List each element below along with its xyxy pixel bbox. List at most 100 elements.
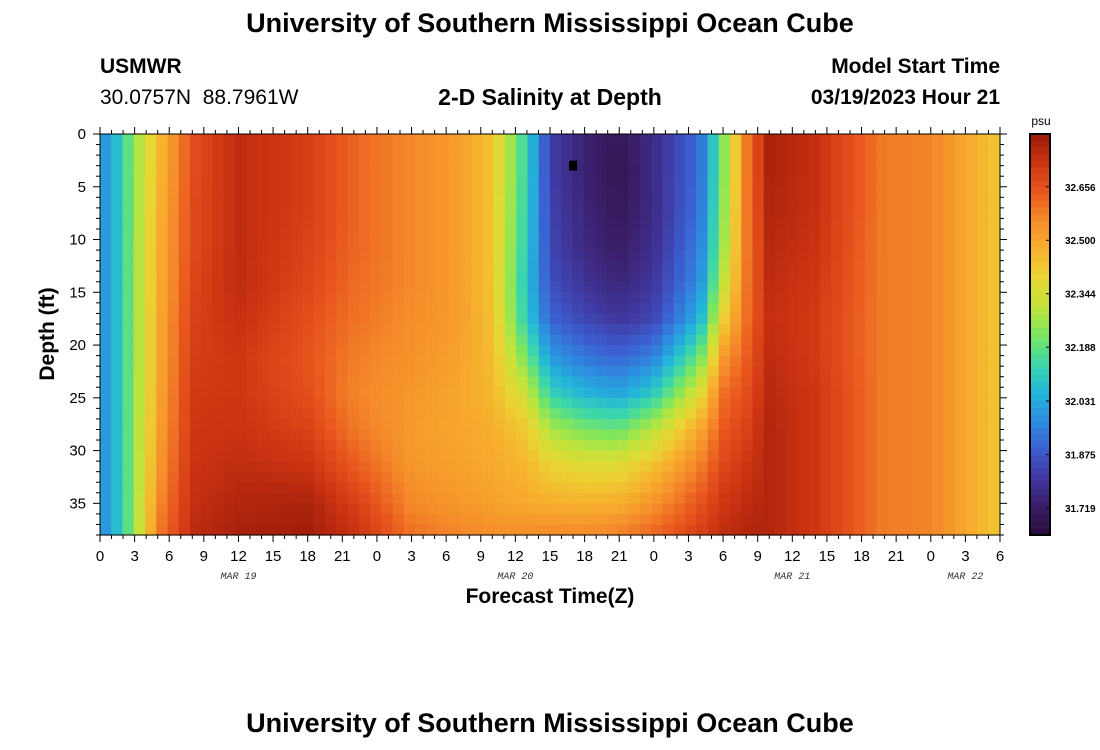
heatmap-cell [392, 186, 405, 198]
heatmap-cell [156, 355, 169, 367]
heatmap-cell [100, 482, 112, 494]
heatmap-cell [493, 482, 506, 494]
heatmap-cell [910, 281, 922, 293]
heatmap-cell [606, 292, 619, 304]
heatmap-cell [853, 471, 866, 483]
heatmap-cell [133, 155, 146, 167]
heatmap-cell [775, 450, 787, 462]
heatmap-cell [302, 429, 315, 441]
heatmap-cell [257, 334, 270, 346]
heatmap-cell [223, 397, 236, 409]
heatmap-cell [302, 345, 315, 357]
heatmap-cell [696, 482, 709, 494]
heatmap-cell [156, 144, 169, 156]
heatmap-cell [471, 334, 484, 346]
heatmap-cell [426, 281, 439, 293]
heatmap-cell [268, 345, 281, 357]
heatmap-cell [471, 513, 484, 526]
heatmap-cell [853, 250, 866, 262]
heatmap-cell [662, 429, 675, 441]
heatmap-cell [921, 197, 934, 209]
heatmap-cell [392, 281, 405, 293]
heatmap-cell [640, 513, 652, 526]
heatmap-cell [268, 334, 281, 346]
heatmap-cell [235, 281, 247, 293]
x-tick-label: 0 [96, 548, 104, 565]
heatmap-cell [100, 450, 112, 462]
heatmap-cell [718, 207, 731, 220]
heatmap-cell [257, 376, 270, 388]
heatmap-cell [302, 397, 315, 409]
heatmap-cell [336, 165, 349, 177]
heatmap-cell [392, 239, 405, 251]
heatmap-cell [212, 271, 225, 283]
heatmap-cell [437, 440, 450, 452]
heatmap-cell [808, 429, 821, 441]
heatmap-cell [988, 429, 1001, 441]
heatmap-cell [752, 345, 765, 357]
heatmap-cell [988, 408, 1001, 420]
heatmap-cell [673, 323, 686, 336]
heatmap-cell [257, 155, 270, 167]
heatmap-cell [662, 450, 675, 462]
heatmap-cell [887, 271, 900, 283]
heatmap-cell [426, 397, 439, 409]
heatmap-cell [662, 387, 675, 399]
heatmap-cell [178, 461, 191, 473]
heatmap-cell [865, 165, 877, 177]
heatmap-cell [617, 176, 630, 188]
heatmap-cell [381, 186, 394, 198]
heatmap-cell [797, 461, 810, 473]
colorbar-segment [1030, 307, 1050, 316]
heatmap-cell [235, 503, 247, 515]
heatmap-cell [550, 176, 562, 188]
heatmap-cell [808, 228, 821, 241]
heatmap-cell [921, 366, 934, 378]
heatmap-cell [325, 366, 337, 378]
heatmap-cell [741, 144, 754, 156]
heatmap-cell [820, 482, 832, 494]
heatmap-cell [235, 197, 247, 209]
heatmap-cell [550, 239, 562, 251]
heatmap-cell [617, 387, 630, 399]
heatmap-cell [752, 250, 765, 262]
heatmap-cell [178, 186, 191, 198]
heatmap-cell [640, 271, 652, 283]
heatmap-cell [156, 440, 169, 452]
heatmap-cell [133, 471, 146, 483]
heatmap-cell [583, 355, 596, 367]
heatmap-cell [595, 450, 607, 462]
heatmap-cell [786, 134, 799, 146]
heatmap-cell [730, 482, 742, 494]
heatmap-cell [403, 429, 416, 441]
heatmap-cell [246, 461, 259, 473]
heatmap-cell [516, 334, 529, 346]
heatmap-cell [448, 197, 461, 209]
heatmap-cell [988, 492, 1001, 504]
heatmap-cell [651, 313, 664, 325]
heatmap-cell [527, 450, 540, 462]
heatmap-cell [111, 461, 124, 473]
heatmap-cell [943, 186, 956, 198]
heatmap-cell [381, 271, 394, 283]
heatmap-cell [190, 281, 202, 293]
heatmap-cell [887, 408, 900, 420]
heatmap-cell [527, 355, 540, 367]
heatmap-cell [943, 513, 956, 526]
heatmap-cell [865, 134, 877, 146]
heatmap-cell [133, 524, 146, 536]
heatmap-cell [493, 376, 506, 388]
heatmap-cell [437, 239, 450, 251]
heatmap-cell [448, 134, 461, 146]
heatmap-cell [718, 186, 731, 198]
heatmap-cell [471, 461, 484, 473]
heatmap-cell [268, 228, 281, 241]
heatmap-cell [190, 513, 202, 526]
heatmap-cell [235, 513, 247, 526]
heatmap-cell [775, 228, 787, 241]
heatmap-cell [246, 281, 259, 293]
heatmap-cell [336, 313, 349, 325]
heatmap-cell [302, 165, 315, 177]
heatmap-cell [133, 345, 146, 357]
heatmap-cell [583, 207, 596, 220]
